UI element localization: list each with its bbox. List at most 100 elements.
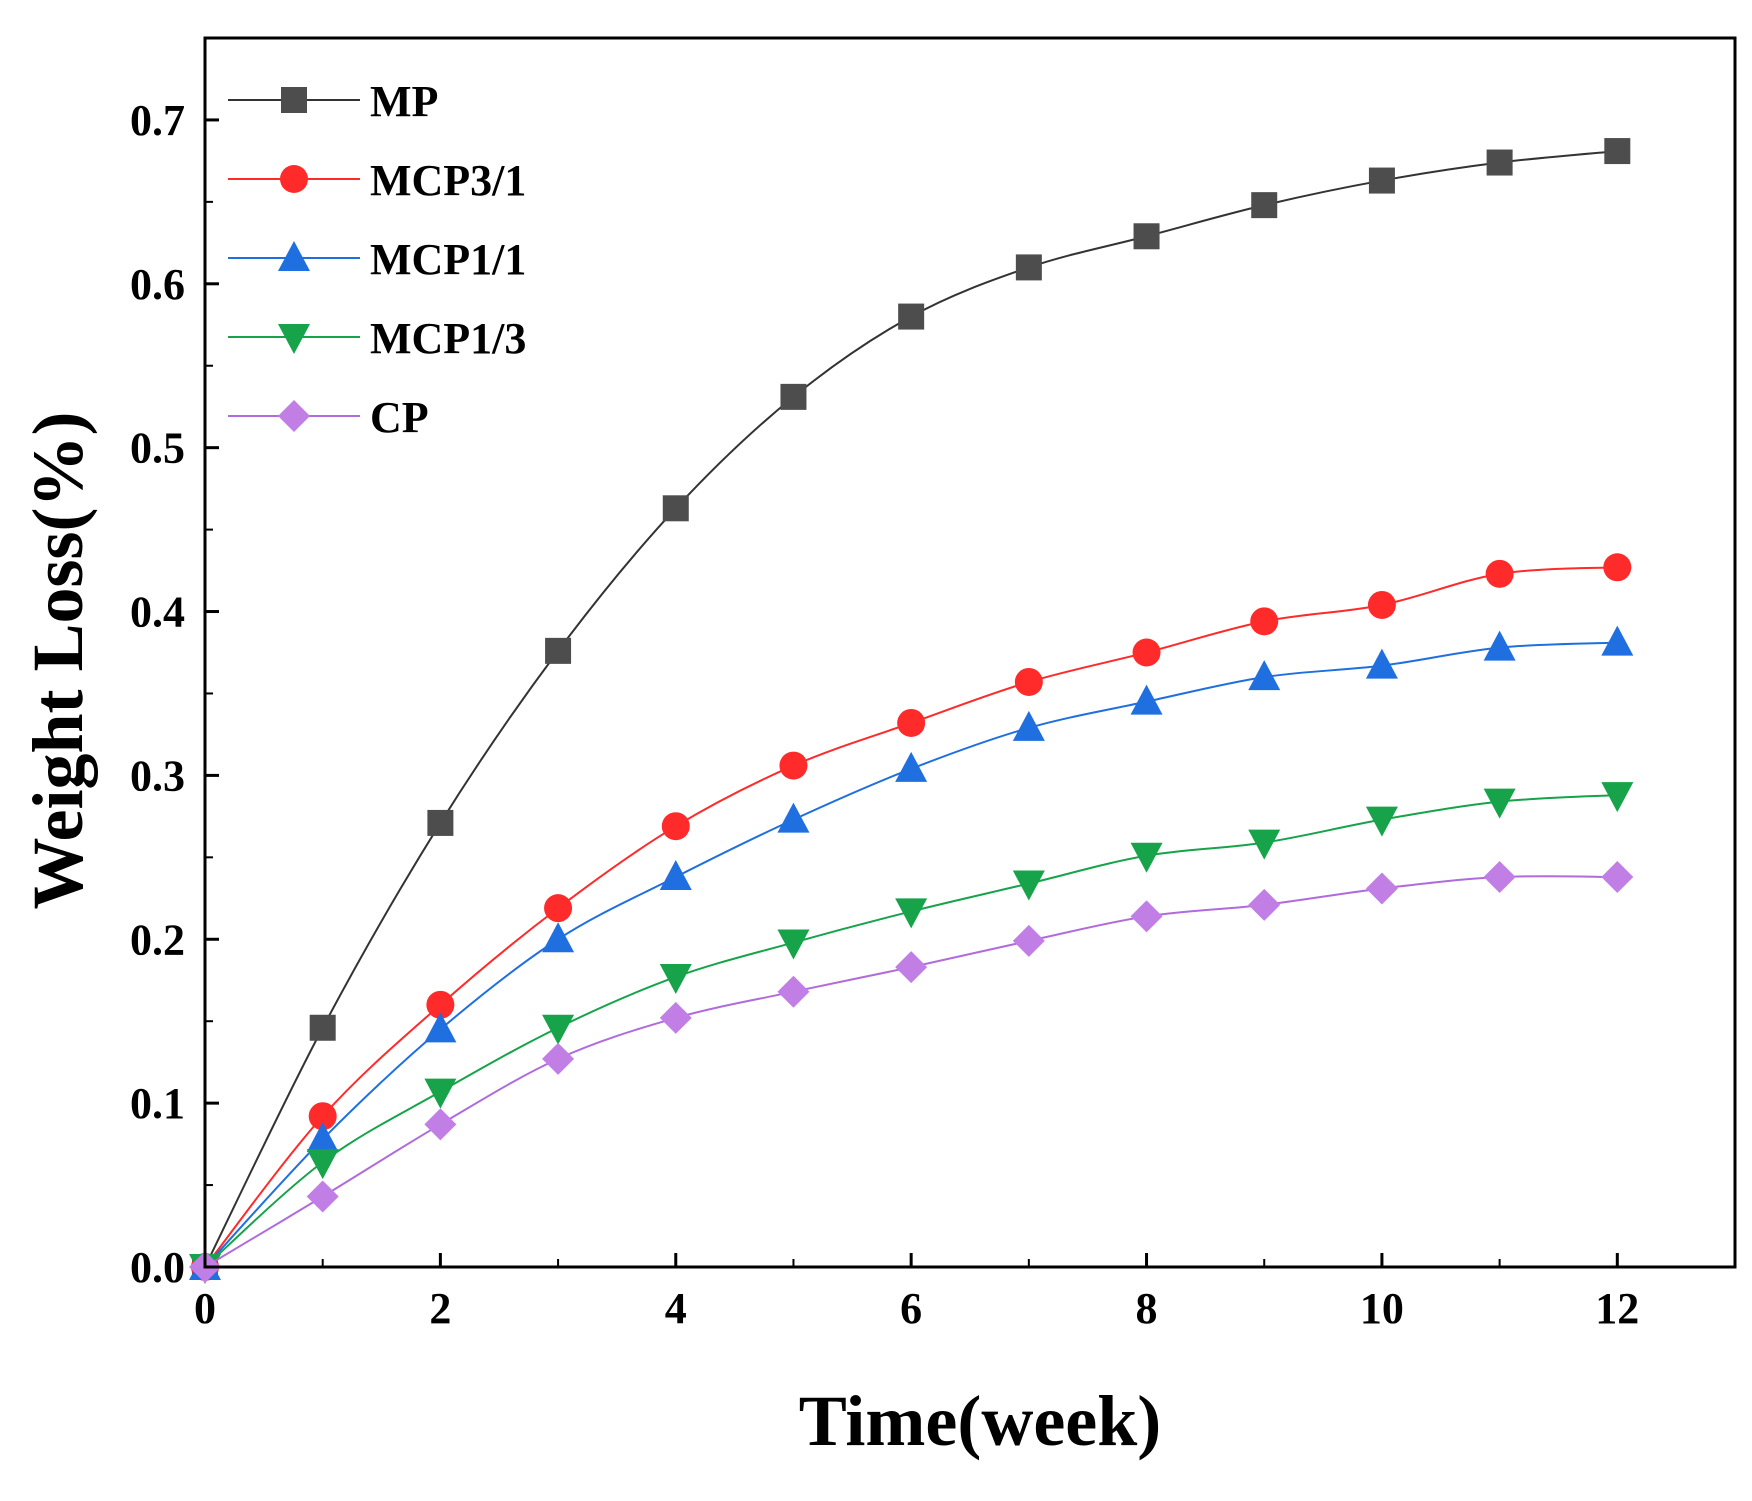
legend-item-mcp1-3: MCP1/3: [228, 314, 526, 363]
data-point-mcp1-3: [424, 1078, 457, 1109]
data-point-cp: [1130, 900, 1163, 933]
legend-label: MCP1/1: [370, 235, 526, 284]
y-axis-title: Weight Loss(%): [18, 411, 98, 909]
legend-item-mcp3-1: MCP3/1: [228, 156, 526, 205]
data-point-mcp1-3: [1601, 782, 1634, 813]
x-tick-label: 0: [194, 1284, 216, 1333]
data-point-cp: [895, 951, 928, 984]
legend: MP MCP3/1 MCP1/1 MCP1/3 CP: [228, 77, 526, 442]
data-point-mcp1-1: [1483, 630, 1516, 661]
data-point-cp: [542, 1042, 575, 1075]
y-tick-label: 0.2: [130, 915, 185, 964]
data-point-mcp1-1: [1130, 684, 1163, 715]
x-tick-label: 10: [1360, 1284, 1404, 1333]
data-point-mp: [1251, 192, 1278, 219]
data-point-mcp3-1: [544, 894, 573, 923]
data-point-mcp1-3: [659, 963, 692, 994]
data-point-mcp1-3: [1130, 842, 1163, 873]
data-point-mcp1-3: [1483, 788, 1516, 819]
legend-item-mp: MP: [228, 77, 438, 126]
series-mcp1-3: [189, 782, 1634, 1284]
data-point-mcp3-1: [779, 751, 808, 780]
data-point-mp: [1604, 138, 1631, 165]
data-point-cp: [424, 1108, 457, 1141]
y-tick-label: 0.3: [130, 751, 185, 800]
x-tick-label: 12: [1595, 1284, 1639, 1333]
series-mcp3-1: [191, 553, 1632, 1281]
data-point-mp: [1133, 223, 1160, 250]
data-point-mp: [662, 495, 689, 522]
data-point-cp: [306, 1180, 339, 1213]
data-point-cp: [1012, 924, 1045, 957]
data-point-mcp3-1: [897, 708, 926, 737]
y-tick-label: 0.6: [130, 260, 185, 309]
legend-marker: [278, 241, 310, 271]
x-tick-label: 4: [665, 1284, 687, 1333]
data-point-mcp1-3: [895, 898, 928, 929]
data-point-mcp3-1: [1485, 559, 1514, 588]
data-point-mcp1-3: [1365, 806, 1398, 837]
data-point-mcp1-1: [895, 751, 928, 782]
data-point-mcp1-3: [777, 929, 810, 960]
y-tick-label: 0.4: [130, 588, 185, 637]
axis-ticks: 0 2 4 6 8 10 12 0.0 0.1 0.2 0.3 0.4 0.5 0.6 0.7: [130, 96, 1639, 1333]
data-point-cp: [1248, 888, 1281, 921]
data-point-mp: [1368, 167, 1395, 194]
data-point-mcp1-1: [424, 1012, 457, 1043]
data-point-mcp1-3: [1012, 870, 1045, 901]
x-tick-label: 6: [900, 1284, 922, 1333]
y-tick-label: 0.5: [130, 424, 185, 473]
y-tick-label: 0.7: [130, 96, 185, 145]
data-point-mcp3-1: [1367, 590, 1396, 619]
data-point-mcp3-1: [308, 1102, 337, 1131]
legend-item-mcp1-1: MCP1/1: [228, 235, 526, 284]
data-point-mcp3-1: [1014, 667, 1043, 696]
series-layer: [189, 138, 1634, 1284]
series-line-mp: [204, 150, 1618, 1268]
data-point-mcp1-1: [542, 922, 575, 953]
x-tick-label: 2: [429, 1284, 451, 1333]
data-point-mcp1-3: [1248, 829, 1281, 860]
data-point-mcp3-1: [1132, 638, 1161, 667]
legend-marker: [278, 324, 310, 354]
data-point-cp: [1483, 860, 1516, 893]
y-tick-label: 0.0: [130, 1243, 185, 1292]
legend-item-cp: CP: [228, 393, 429, 442]
x-axis-title: Time(week): [799, 1381, 1162, 1461]
y-tick-label: 0.1: [130, 1079, 185, 1128]
data-point-mcp1-1: [1601, 625, 1634, 656]
data-point-mcp3-1: [661, 812, 690, 841]
x-tick-label: 8: [1136, 1284, 1158, 1333]
legend-marker: [281, 87, 307, 113]
data-point-mp: [545, 637, 572, 664]
data-point-mp: [1486, 149, 1513, 176]
data-point-mcp1-3: [306, 1149, 339, 1180]
data-point-mcp1-1: [659, 859, 692, 890]
data-point-mcp1-1: [306, 1122, 339, 1153]
data-point-mcp1-1: [1365, 648, 1398, 679]
data-point-mcp3-1: [426, 990, 455, 1019]
legend-label: CP: [370, 393, 429, 442]
data-point-mp: [780, 383, 807, 410]
data-point-mcp3-1: [1250, 607, 1279, 636]
data-point-cp: [659, 1001, 692, 1034]
legend-label: MCP3/1: [370, 156, 526, 205]
data-point-mcp1-1: [1248, 660, 1281, 691]
data-point-mcp1-1: [1012, 710, 1045, 741]
data-point-mp: [309, 1014, 336, 1041]
data-point-mp: [1015, 254, 1042, 281]
data-point-mp: [898, 303, 925, 330]
data-point-cp: [1365, 872, 1398, 905]
data-point-cp: [777, 975, 810, 1008]
legend-label: MP: [370, 77, 438, 126]
plot-frame: [203, 36, 1737, 1269]
legend-marker: [280, 165, 308, 193]
data-point-mcp3-1: [1603, 553, 1632, 582]
legend-label: MCP1/3: [370, 314, 526, 363]
data-point-cp: [1601, 860, 1634, 893]
data-point-mcp1-3: [542, 1014, 575, 1045]
legend-marker: [278, 400, 310, 432]
series-mp: [192, 138, 1631, 1280]
